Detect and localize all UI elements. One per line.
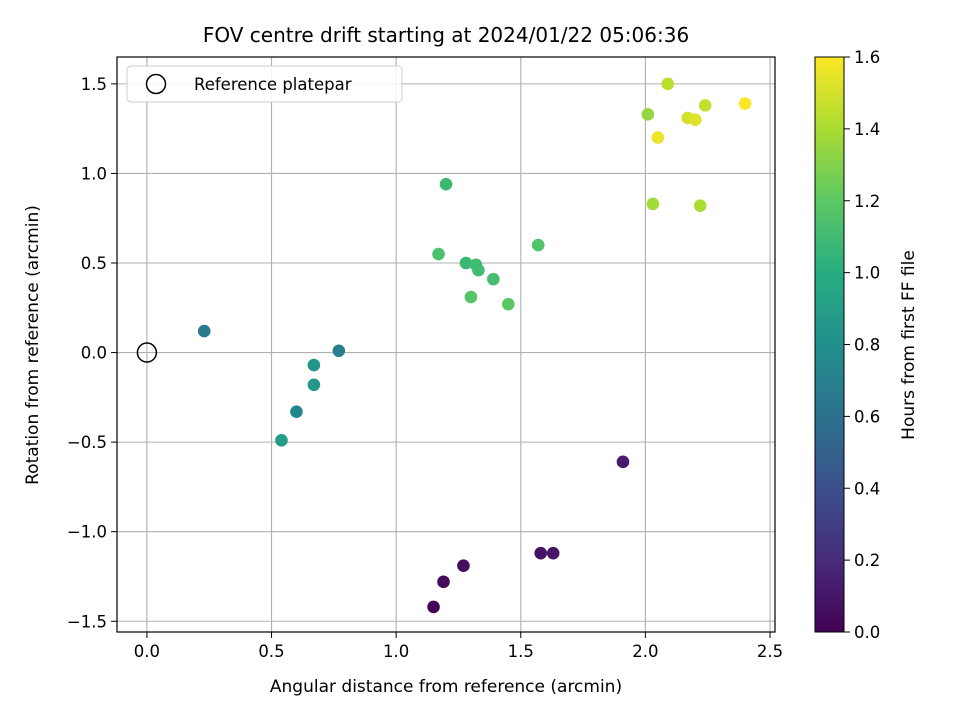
colorbar-ticks: 0.0 0.2 0.4 0.6 0.8 1.0 1.2 1.4 1.6 bbox=[844, 48, 880, 642]
data-point bbox=[459, 256, 473, 270]
x-tick-label: 2.5 bbox=[757, 642, 783, 661]
data-point bbox=[464, 290, 478, 304]
data-point bbox=[332, 344, 346, 358]
y-tick-label: 1.5 bbox=[81, 75, 107, 94]
colorbar-tick-label: 0.4 bbox=[854, 479, 880, 498]
data-point bbox=[693, 199, 707, 212]
legend-marker-open-circle bbox=[145, 73, 167, 95]
colorbar-label: Hours from first FF file bbox=[899, 250, 919, 440]
colorbar-gradient bbox=[815, 57, 844, 632]
plot-frame bbox=[116, 56, 776, 633]
data-point bbox=[427, 600, 440, 614]
colorbar: 0.0 0.2 0.4 0.6 0.8 1.0 1.2 1.4 1.6 Hours from f… bbox=[814, 48, 919, 642]
y-tick-label: −0.5 bbox=[67, 433, 107, 452]
y-tick-label: 0.0 bbox=[81, 344, 107, 363]
y-tick-label: 1.0 bbox=[81, 164, 107, 183]
data-point bbox=[290, 405, 303, 418]
x-tick-label: 1.0 bbox=[383, 642, 409, 661]
reference-platepar-marker bbox=[136, 342, 158, 363]
data-point bbox=[437, 575, 450, 589]
colorbar-tick-label: 1.6 bbox=[854, 48, 880, 67]
data-point bbox=[439, 177, 453, 191]
x-tick-label: 1.5 bbox=[508, 642, 534, 661]
legend-entry-label: Reference platepar bbox=[194, 75, 352, 94]
colorbar-tick-label: 0.0 bbox=[854, 623, 880, 642]
data-point bbox=[738, 97, 752, 110]
y-axis-label: Rotation from reference (arcmin) bbox=[23, 205, 43, 485]
x-tick-label: 2.0 bbox=[632, 642, 658, 661]
y-tick-label: −1.0 bbox=[67, 523, 107, 542]
x-ticks: 0.0 0.5 1.0 1.5 2.0 2.5 bbox=[134, 632, 783, 661]
colorbar-tick-label: 0.8 bbox=[854, 336, 880, 355]
data-point bbox=[432, 247, 445, 261]
colorbar-tick-label: 1.0 bbox=[854, 264, 880, 283]
x-axis-label: Angular distance from reference (arcmin) bbox=[270, 677, 622, 697]
data-point bbox=[531, 238, 545, 252]
data-point bbox=[534, 546, 548, 560]
data-point bbox=[651, 131, 665, 144]
y-tick-label: 0.5 bbox=[81, 254, 107, 273]
legend: Reference platepar bbox=[126, 65, 403, 103]
colorbar-tick-label: 0.2 bbox=[854, 551, 880, 570]
data-point bbox=[307, 378, 321, 392]
data-point bbox=[646, 197, 660, 211]
points-layer bbox=[136, 77, 752, 614]
data-point bbox=[616, 455, 630, 469]
data-point bbox=[307, 358, 321, 372]
x-tick-label: 0.0 bbox=[134, 642, 160, 661]
colorbar-tick-label: 1.4 bbox=[854, 120, 880, 139]
data-point bbox=[457, 559, 470, 573]
y-ticks: −1.5 −1.0 −0.5 0.0 0.5 1.0 1.5 bbox=[67, 75, 117, 631]
colorbar-tick-label: 0.6 bbox=[854, 407, 880, 426]
data-point bbox=[472, 263, 485, 277]
y-tick-label: −1.5 bbox=[67, 612, 107, 631]
chart-title: FOV centre drift starting at 2024/01/22 … bbox=[203, 23, 689, 47]
data-point bbox=[698, 99, 712, 112]
data-point bbox=[487, 272, 500, 286]
data-point bbox=[502, 297, 515, 311]
data-point bbox=[546, 546, 560, 560]
x-tick-label: 0.5 bbox=[258, 642, 284, 661]
grid-layer bbox=[117, 57, 775, 632]
data-point bbox=[197, 324, 211, 338]
data-point bbox=[661, 77, 675, 91]
data-point bbox=[688, 113, 702, 126]
data-point bbox=[641, 108, 655, 121]
data-point bbox=[275, 434, 288, 447]
legend-box bbox=[126, 65, 403, 103]
colorbar-tick-label: 1.2 bbox=[854, 192, 880, 211]
